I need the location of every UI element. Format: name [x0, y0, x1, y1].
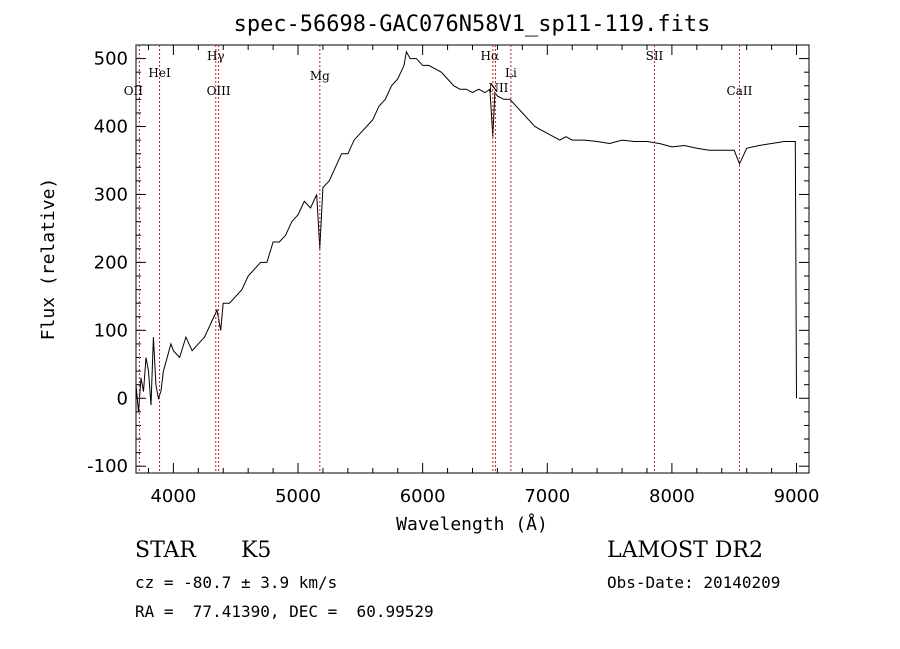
line-marker-label: OIII — [207, 84, 231, 98]
y-tick-label: 300 — [94, 184, 128, 205]
ra-dec-text: RA = 77.41390, DEC = 60.99529 — [135, 602, 434, 621]
x-tick-label: 4000 — [150, 486, 196, 507]
survey-name: LAMOST DR2 — [607, 538, 763, 563]
object-class: STAR — [135, 538, 196, 563]
line-marker-label: Hα — [481, 49, 500, 63]
chart-title: spec-56698-GAC076N58V1_sp11-119.fits — [234, 12, 711, 37]
line-marker-label: Li — [505, 66, 517, 80]
x-tick-label: 6000 — [400, 486, 446, 507]
y-tick-label: 100 — [94, 320, 128, 341]
redshift-text: cz = -80.7 ± 3.9 km/s — [135, 573, 338, 592]
line-marker-label: Mg — [310, 69, 330, 83]
y-tick-label: 500 — [94, 49, 128, 70]
line-marker-label: OII — [124, 84, 144, 98]
y-axis-label: Flux (relative) — [38, 178, 59, 341]
x-tick-label: 9000 — [774, 486, 820, 507]
object-subclass: K5 — [241, 538, 272, 563]
line-marker-label: HeI — [148, 66, 171, 80]
spectrum-series-line — [135, 50, 797, 412]
line-marker-label: CaII — [727, 84, 753, 98]
line-marker-label: NII — [488, 81, 508, 95]
x-tick-label: 8000 — [649, 486, 695, 507]
x-tick-label: 7000 — [524, 486, 570, 507]
y-tick-label: 400 — [94, 117, 128, 138]
x-axis-label: Wavelength (Å) — [396, 513, 548, 535]
plot-frame — [135, 44, 810, 474]
y-tick-label: 200 — [94, 252, 128, 273]
line-marker-label: SII — [646, 49, 664, 63]
x-tick-label: 5000 — [275, 486, 321, 507]
y-tick-label: -100 — [87, 456, 128, 477]
line-marker-label: Hγ — [207, 49, 225, 63]
y-tick-label: 0 — [117, 388, 128, 409]
observation-date: Obs-Date: 20140209 — [607, 573, 781, 592]
